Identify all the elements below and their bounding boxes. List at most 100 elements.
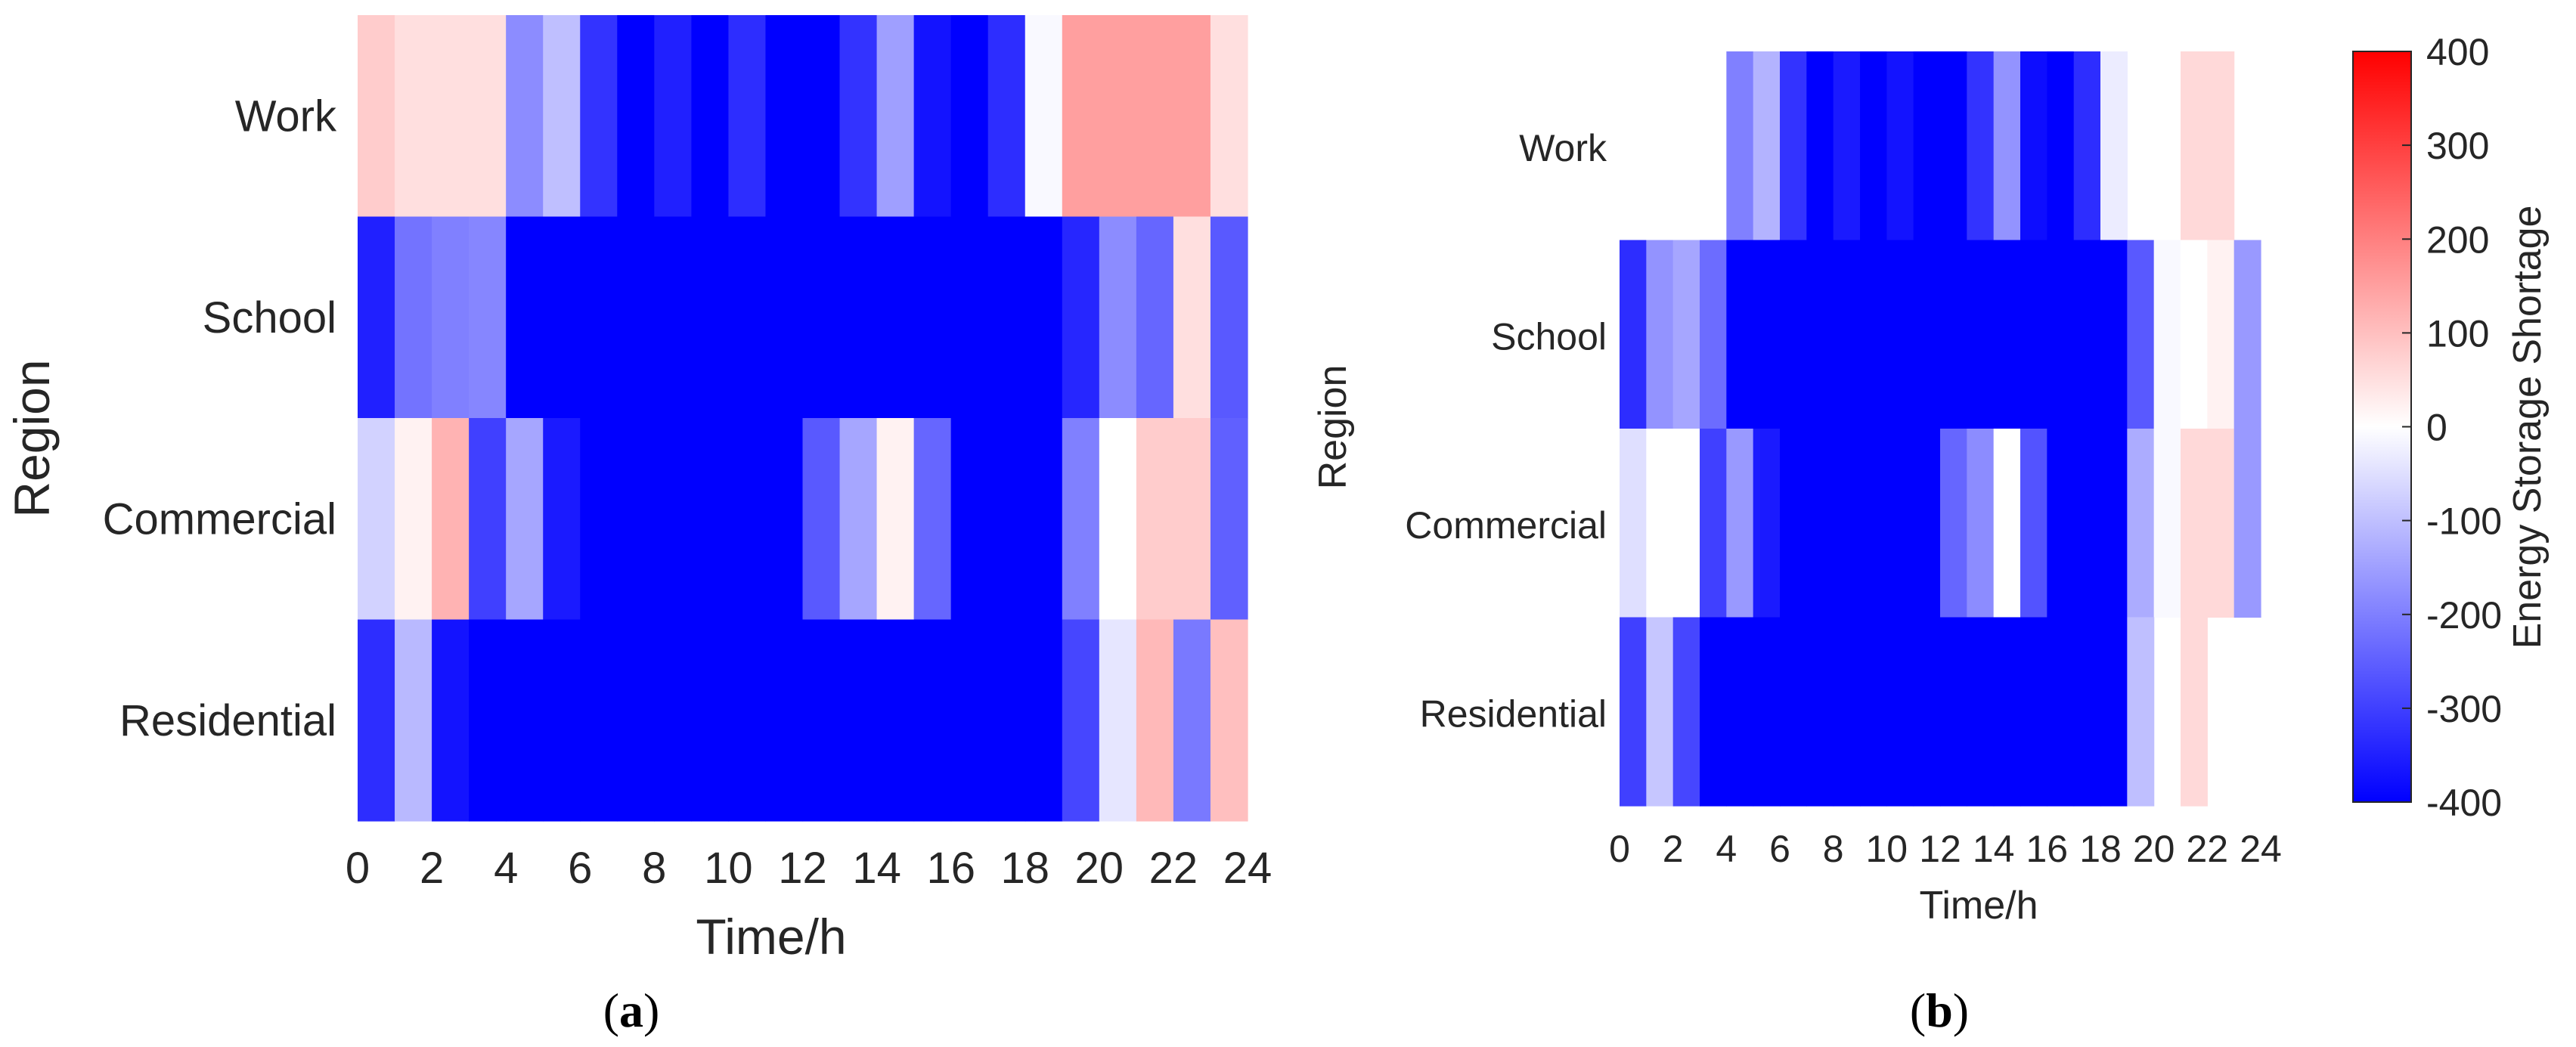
panel-b-cell [1726, 617, 1754, 807]
panel-a-cell [617, 619, 655, 822]
panel-a-x-tick-label: 20 [1075, 844, 1124, 893]
panel-a-cell [395, 619, 432, 822]
colorbar-label: Energy Storage Shortage [2506, 206, 2550, 649]
panel-a-row-label: Work [235, 91, 337, 141]
panel-b-cell [1913, 51, 1941, 241]
panel-a-cell [1210, 619, 1248, 822]
panel-a-cell [950, 15, 989, 218]
panel-b-row-label: School [1491, 315, 1607, 358]
colorbar-tick-label: 0 [2426, 407, 2447, 449]
panel-b-cell [2047, 240, 2075, 429]
panel-b-x-tick-label: 8 [1823, 828, 1844, 870]
panel-b-y-ticks: Work School Commercial Residential [1405, 127, 1607, 735]
panel-b-cell [1993, 617, 2021, 807]
panel-b-cell [2047, 51, 2075, 241]
panel-a-cell [765, 418, 804, 621]
panel-a-x-tick-label: 22 [1149, 844, 1198, 893]
panel-b-cell [1860, 51, 1887, 241]
panel-b-x-tick-label: 24 [2240, 828, 2282, 870]
panel-b-cells [1620, 51, 2261, 807]
panel-a-cell [395, 15, 432, 218]
panel-a-cell [876, 418, 915, 621]
panel-a-cell [469, 15, 507, 218]
colorbar-gradient [2352, 51, 2412, 803]
panel-b-cell [1993, 429, 2021, 618]
panel-a-cell [580, 418, 618, 621]
panel-a-cell [543, 619, 581, 822]
panel-b-cell [1993, 240, 2021, 429]
panel-b-cell [1886, 429, 1914, 618]
panel-a-cell [617, 15, 655, 218]
colorbar-tick-label: -100 [2426, 500, 2502, 543]
panel-a-x-tick-label: 18 [1001, 844, 1050, 893]
colorbar-tick-label: 300 [2426, 125, 2489, 167]
panel-a-cell [1210, 216, 1248, 419]
panel-b-cell [2233, 429, 2261, 618]
panel-a-cell [1062, 216, 1100, 419]
panel-b-cell [2181, 429, 2208, 618]
panel-b-cell [2073, 429, 2101, 618]
panel-b-cell [1886, 51, 1914, 241]
panel-a-cell [1025, 619, 1063, 822]
panel-b-x-tick-label: 2 [1663, 828, 1684, 870]
panel-b-cell [2207, 51, 2235, 241]
panel-a-x-axis-label: Time/h [696, 909, 846, 965]
panel-b-cell [1806, 51, 1834, 241]
panel-b-cell [2047, 429, 2075, 618]
panel-a-cell [1136, 15, 1174, 218]
panel-b-x-tick-label: 12 [1919, 828, 1961, 870]
panel-b-cell [1780, 240, 1807, 429]
panel-a-cell [1099, 619, 1137, 822]
panel-a-cell [691, 15, 730, 218]
panel-b-cell [2181, 617, 2208, 807]
panel-a-cell [395, 418, 432, 621]
panel-a-cell [358, 216, 395, 419]
panel-b-cell [2127, 617, 2155, 807]
panel-b-x-tick-label: 16 [2026, 828, 2068, 870]
panel-a-cell [1136, 619, 1174, 822]
panel-a-cell [358, 619, 395, 822]
panel-a-cell [839, 15, 878, 218]
panel-b-row-label: Work [1519, 127, 1607, 169]
panel-b-cell [1753, 51, 1781, 241]
panel-a-cell [913, 418, 952, 621]
panel-b-cell [1967, 51, 1995, 241]
panel-a-cell [1062, 15, 1100, 218]
panel-b-cell [2020, 429, 2047, 618]
panel-b-cell [1940, 51, 1967, 241]
panel-a-cell [1062, 619, 1100, 822]
panel-b-cell [2100, 429, 2128, 618]
panel-b-cell [1886, 240, 1914, 429]
panel-b-cell [1700, 240, 1727, 429]
panel-b-cell [1833, 240, 1861, 429]
panel-b-cell [1646, 429, 1674, 618]
panel-b-cell [2073, 617, 2101, 807]
panel-a-x-tick-label: 0 [346, 844, 370, 893]
panel-a-x-tick-label: 16 [926, 844, 975, 893]
panel-b-cell [1967, 240, 1995, 429]
panel-a-x-tick-label: 2 [420, 844, 444, 893]
panel-b-cell [1913, 617, 1941, 807]
panel-b-x-tick-label: 6 [1769, 828, 1790, 870]
panel-a-cell [1025, 15, 1063, 218]
panel-a-cell [1062, 418, 1100, 621]
panel-b-cell [1646, 240, 1674, 429]
panel-b-cell [1726, 240, 1754, 429]
panel-a-cell [950, 619, 989, 822]
panel-a-cell [654, 619, 692, 822]
panel-b-cell [1940, 429, 1967, 618]
panel-b-cell [1967, 617, 1995, 807]
panel-b-cell [1913, 240, 1941, 429]
panel-b-cell [1753, 429, 1781, 618]
panel-b-cell [1886, 617, 1914, 807]
panel-a-cell [1173, 418, 1211, 621]
panel-a-cell [728, 418, 767, 621]
panel-a-cell [839, 418, 878, 621]
panel-b-cell [2153, 240, 2181, 429]
panel-a-cell [987, 216, 1026, 419]
panel-b-cell [1940, 240, 1967, 429]
panel-b-cell [1620, 240, 1647, 429]
panel-a-cell [1173, 216, 1211, 419]
panel-a-caption: (a) [603, 983, 660, 1037]
panel-b-x-tick-label: 10 [1865, 828, 1908, 870]
